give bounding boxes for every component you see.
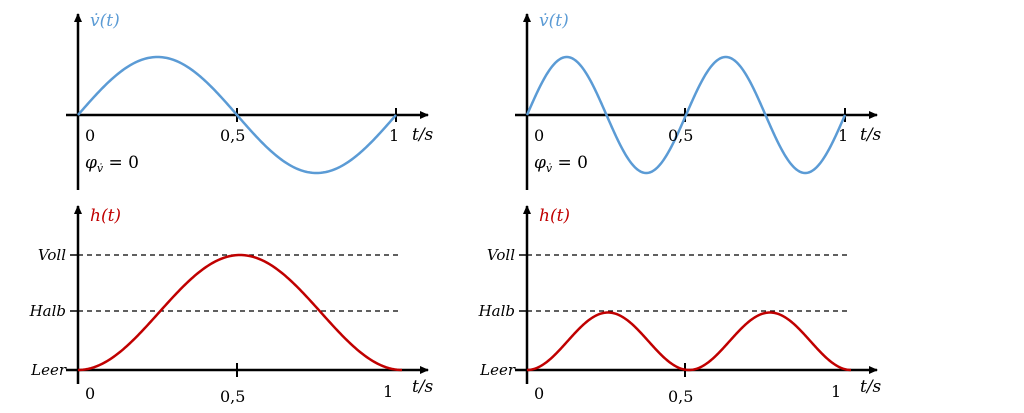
level-label-full: Voll <box>487 246 515 264</box>
tick-label-1: 1 <box>383 382 393 401</box>
tick-label-05: 0,5 <box>220 387 245 406</box>
tick-label-0: 0 <box>85 126 95 145</box>
y-axis-label: h(t) <box>539 206 570 226</box>
level-panel-right: h(t) t/s Voll Halb Leer 0 0,5 1 <box>478 205 882 406</box>
level-label-full: Voll <box>38 246 66 264</box>
y-axis-label: v̇(t) <box>539 11 569 31</box>
tick-label-1: 1 <box>838 126 848 145</box>
level-curve <box>526 311 852 372</box>
velocity-panel-left: v̇(t) t/s 0 0,5 1 φv̇ = 0 <box>66 11 434 190</box>
level-label-empty: Leer <box>479 361 516 379</box>
tick-label-05: 0,5 <box>220 126 245 145</box>
tick-label-05: 0,5 <box>668 126 693 145</box>
x-axis-label: t/s <box>860 377 882 397</box>
level-label-half: Halb <box>29 302 66 320</box>
velocity-curve <box>525 55 847 175</box>
velocity-curve <box>77 55 397 175</box>
level-label-empty: Leer <box>30 361 67 379</box>
x-axis-label: t/s <box>412 377 434 397</box>
tick-label-0: 0 <box>534 384 544 403</box>
tick-label-1: 1 <box>389 126 399 145</box>
level-label-half: Halb <box>478 302 515 320</box>
phase-label: φv̇ = 0 <box>534 153 588 175</box>
tick-label-05: 0,5 <box>668 387 693 406</box>
phase-label: φv̇ = 0 <box>85 153 139 175</box>
y-axis-label: v̇(t) <box>90 11 120 31</box>
tick-label-0: 0 <box>85 384 95 403</box>
x-axis-label: t/s <box>412 125 434 145</box>
velocity-panel-right: v̇(t) t/s 0 0,5 1 φv̇ = 0 <box>515 11 882 190</box>
tick-label-0: 0 <box>534 126 544 145</box>
level-curve <box>77 253 403 372</box>
tick-label-1: 1 <box>831 382 841 401</box>
y-axis-label: h(t) <box>90 206 121 226</box>
x-axis-label: t/s <box>860 125 882 145</box>
level-panel-left: h(t) t/s Voll Halb Leer 0 0,5 1 <box>29 205 434 406</box>
